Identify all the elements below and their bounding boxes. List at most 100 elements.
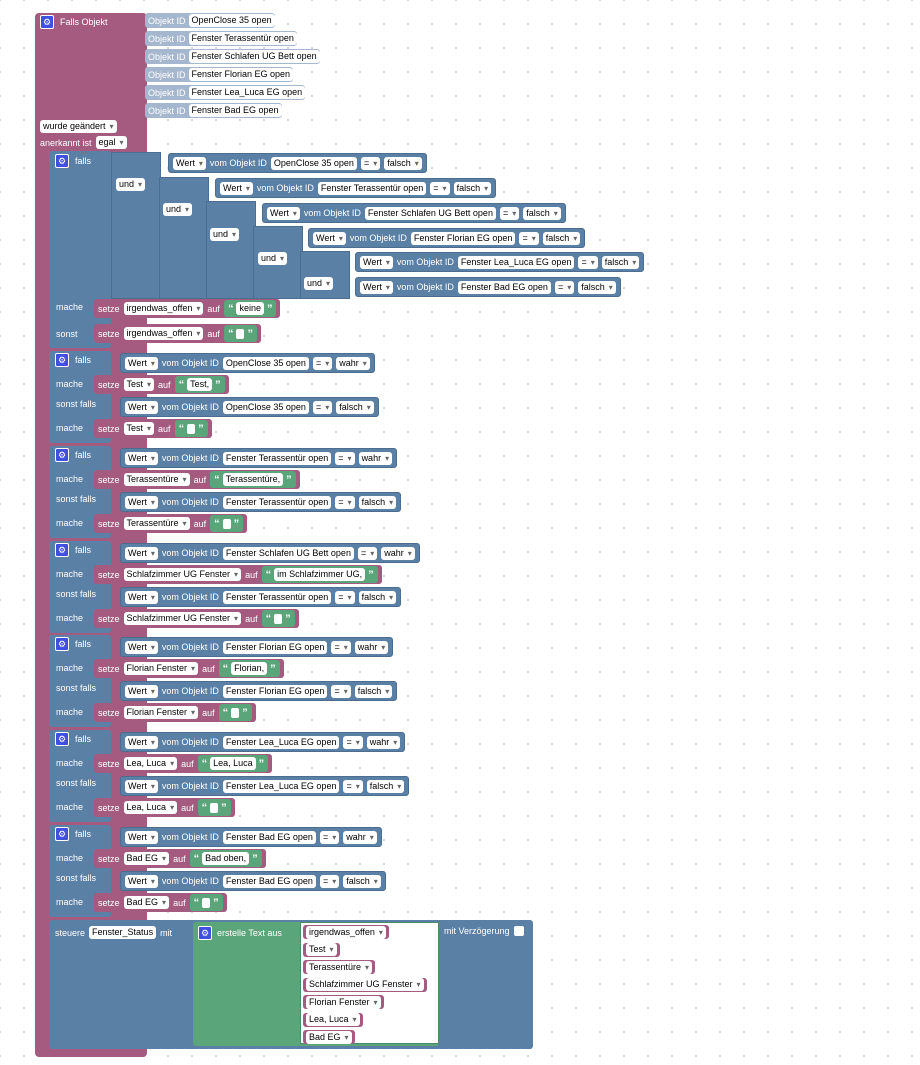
elseif-label: sonst falls	[56, 494, 97, 504]
set-block[interactable]: setzeTerassentüreauf “Terassentüre,”	[94, 470, 300, 489]
and-operator[interactable]: und	[116, 178, 146, 191]
object-id-field[interactable]: Fenster Florian EG open	[188, 68, 294, 81]
join-item[interactable]: Florian Fenster	[303, 995, 384, 1009]
join-item[interactable]: Test	[303, 942, 340, 957]
join-item[interactable]: Lea, Luca	[303, 1012, 363, 1027]
text-block[interactable]: “”	[218, 704, 252, 721]
and-block[interactable]	[206, 201, 256, 299]
gear-icon[interactable]: ⚙	[55, 448, 69, 462]
text-block[interactable]: “”	[174, 420, 208, 437]
gear-icon[interactable]: ⚙	[55, 637, 69, 651]
object-id-block[interactable]: Objekt ID Fenster Terassentür open	[145, 31, 297, 46]
text-block[interactable]: “Test,”	[174, 376, 225, 393]
text-block[interactable]: “keine”	[223, 300, 277, 317]
join-item[interactable]: Terassentüre	[303, 960, 376, 974]
text-block[interactable]: “Bad oben,”	[189, 850, 262, 867]
text-block[interactable]: “”	[210, 515, 244, 532]
object-id-block[interactable]: Objekt ID Fenster Lea_Luca EG open	[145, 85, 306, 100]
trigger-title: Falls Objekt	[60, 17, 108, 27]
set-block[interactable]: setzeTestauf “”	[94, 419, 212, 438]
text-block[interactable]: “im Schlafzimmer UG,”	[261, 566, 378, 583]
gear-icon[interactable]: ⚙	[55, 154, 69, 168]
text-block[interactable]: “”	[197, 799, 231, 816]
elseif-label: sonst falls	[56, 589, 97, 599]
text-block[interactable]: “Lea, Luca”	[197, 755, 269, 772]
object-id-block[interactable]: Objekt ID Fenster Florian EG open	[145, 67, 294, 82]
text-block[interactable]: “Florian,”	[218, 660, 280, 677]
and-block[interactable]	[159, 177, 209, 299]
and-operator[interactable]: und	[258, 252, 288, 265]
object-id-field[interactable]: Fenster Schlafen UG Bett open	[188, 50, 320, 63]
and-operator[interactable]: und	[210, 228, 240, 241]
do-label: mache	[56, 379, 84, 389]
object-id-field[interactable]: Fenster Lea_Luca EG open	[188, 86, 306, 99]
join-item[interactable]: Bad EG	[303, 1030, 355, 1044]
if-header: ⚙ falls	[55, 543, 91, 557]
if-body	[49, 296, 94, 348]
set-block[interactable]: setzeTerassentüreauf “”	[94, 514, 248, 533]
object-id-field[interactable]: Fenster Bad EG open	[188, 104, 282, 117]
ack-dropdown[interactable]: egal	[95, 136, 127, 149]
gear-icon[interactable]: ⚙	[40, 15, 54, 29]
else-label: sonst	[56, 329, 78, 339]
text-block[interactable]: “”	[223, 325, 257, 342]
join-item[interactable]: irgendwas_offen	[303, 925, 389, 939]
text-block[interactable]: “”	[189, 894, 223, 911]
text-block[interactable]: “”	[261, 610, 295, 627]
gear-icon[interactable]: ⚙	[55, 732, 69, 746]
object-id-block[interactable]: Objekt ID OpenClose 35 open	[145, 13, 275, 28]
gear-icon[interactable]: ⚙	[198, 926, 212, 940]
if-header: ⚙ falls	[55, 154, 91, 168]
gear-icon[interactable]: ⚙	[55, 543, 69, 557]
do-label: mache	[56, 569, 84, 579]
and-block[interactable]	[300, 251, 350, 299]
delay-checkbox[interactable]	[513, 926, 524, 936]
gear-icon[interactable]: ⚙	[55, 353, 69, 367]
object-id-block[interactable]: Objekt ID Fenster Schlafen UG Bett open	[145, 49, 320, 64]
object-id-block[interactable]: Objekt ID Fenster Bad EG open	[145, 103, 282, 118]
changed-dropdown[interactable]: wurde geändert	[40, 120, 117, 133]
object-id-field[interactable]: Fenster Terassentür open	[188, 32, 297, 45]
object-id-field[interactable]: OpenClose 35 open	[188, 14, 275, 27]
do-label: mache	[56, 897, 84, 907]
text-block[interactable]: “Terassentüre,”	[210, 471, 296, 488]
and-operator[interactable]: und	[304, 277, 334, 290]
join-item[interactable]: Schlafzimmer UG Fenster	[303, 977, 427, 992]
elseif-label: sonst falls	[56, 873, 97, 883]
control-target[interactable]: Fenster_Status	[89, 926, 157, 939]
do-label: mache	[56, 302, 84, 312]
and-operator[interactable]: und	[163, 203, 193, 216]
set-block[interactable]: setzeTestauf “Test,”	[94, 375, 229, 394]
gear-icon[interactable]: ⚙	[55, 827, 69, 841]
do-label: mache	[56, 663, 84, 673]
and-block[interactable]	[111, 152, 161, 299]
